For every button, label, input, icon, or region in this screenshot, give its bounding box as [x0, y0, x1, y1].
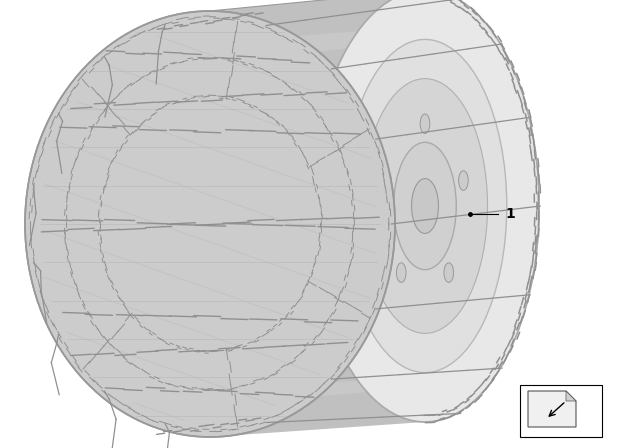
- Polygon shape: [528, 391, 576, 427]
- Ellipse shape: [396, 263, 406, 282]
- Polygon shape: [566, 391, 576, 401]
- Ellipse shape: [459, 171, 468, 190]
- Ellipse shape: [420, 114, 430, 134]
- Ellipse shape: [394, 142, 456, 270]
- Bar: [520, 385, 602, 437]
- Polygon shape: [210, 0, 539, 437]
- Ellipse shape: [343, 39, 507, 373]
- Polygon shape: [101, 381, 492, 437]
- Ellipse shape: [311, 0, 540, 422]
- Ellipse shape: [444, 263, 454, 282]
- Ellipse shape: [25, 11, 395, 437]
- Text: 1: 1: [506, 207, 515, 221]
- Polygon shape: [101, 0, 492, 52]
- Ellipse shape: [382, 171, 392, 190]
- Ellipse shape: [412, 179, 438, 233]
- Ellipse shape: [362, 79, 488, 333]
